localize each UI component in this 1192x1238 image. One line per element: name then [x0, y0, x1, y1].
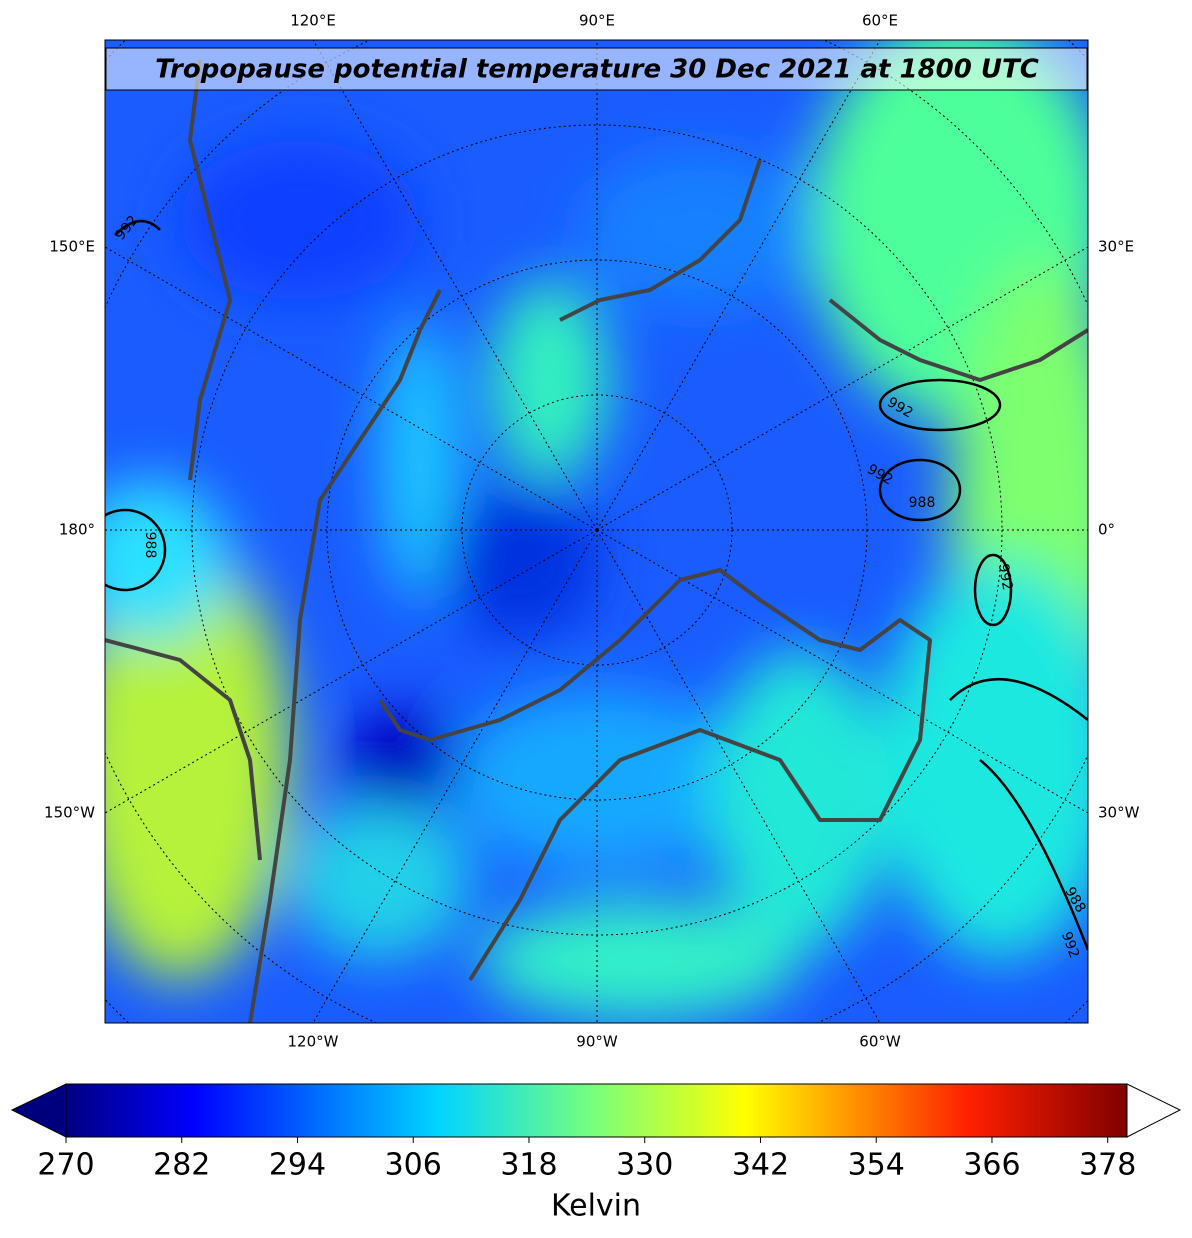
colorbar-tick-label: 378	[1079, 1148, 1136, 1183]
colorbar-tick-label: 270	[37, 1148, 94, 1183]
graticule-label: 120°E	[290, 12, 336, 30]
graticule-label: 0°	[1098, 521, 1115, 539]
graticule-label: 30°W	[1098, 804, 1140, 822]
graticule-label: 150°E	[49, 238, 95, 256]
colorbar-tick-label: 318	[500, 1148, 557, 1183]
colorbar-tick-label: 306	[385, 1148, 442, 1183]
graticule-label: 90°E	[579, 12, 615, 30]
map-field	[105, 40, 1088, 1023]
graticule-label: 90°W	[576, 1033, 618, 1051]
graticule-label: 180°	[59, 521, 95, 539]
contour-label: 988	[909, 495, 936, 511]
graticule-label: 60°E	[862, 12, 898, 30]
colorbar-tick-label: 330	[616, 1148, 673, 1183]
graticule-label: 150°W	[44, 804, 95, 822]
colorbar-tick-label: 282	[153, 1148, 210, 1183]
graticule-label: 60°W	[859, 1033, 901, 1051]
map-frame	[104, 39, 1089, 1024]
map-title: Tropopause potential temperature 30 Dec …	[155, 55, 1039, 85]
colorbar-tick-label: 342	[732, 1148, 789, 1183]
colorbar	[10, 1083, 1182, 1138]
colorbar-label: Kelvin	[551, 1189, 641, 1224]
graticule-label: 30°E	[1098, 238, 1134, 256]
colorbar-tick-label: 366	[963, 1148, 1020, 1183]
colorbar-tick-label: 354	[848, 1148, 905, 1183]
contour-label: 992	[995, 562, 1015, 591]
colorbar-tick-label: 294	[269, 1148, 326, 1183]
graticule-label: 120°W	[288, 1033, 339, 1051]
contour-label: 988	[142, 532, 158, 559]
